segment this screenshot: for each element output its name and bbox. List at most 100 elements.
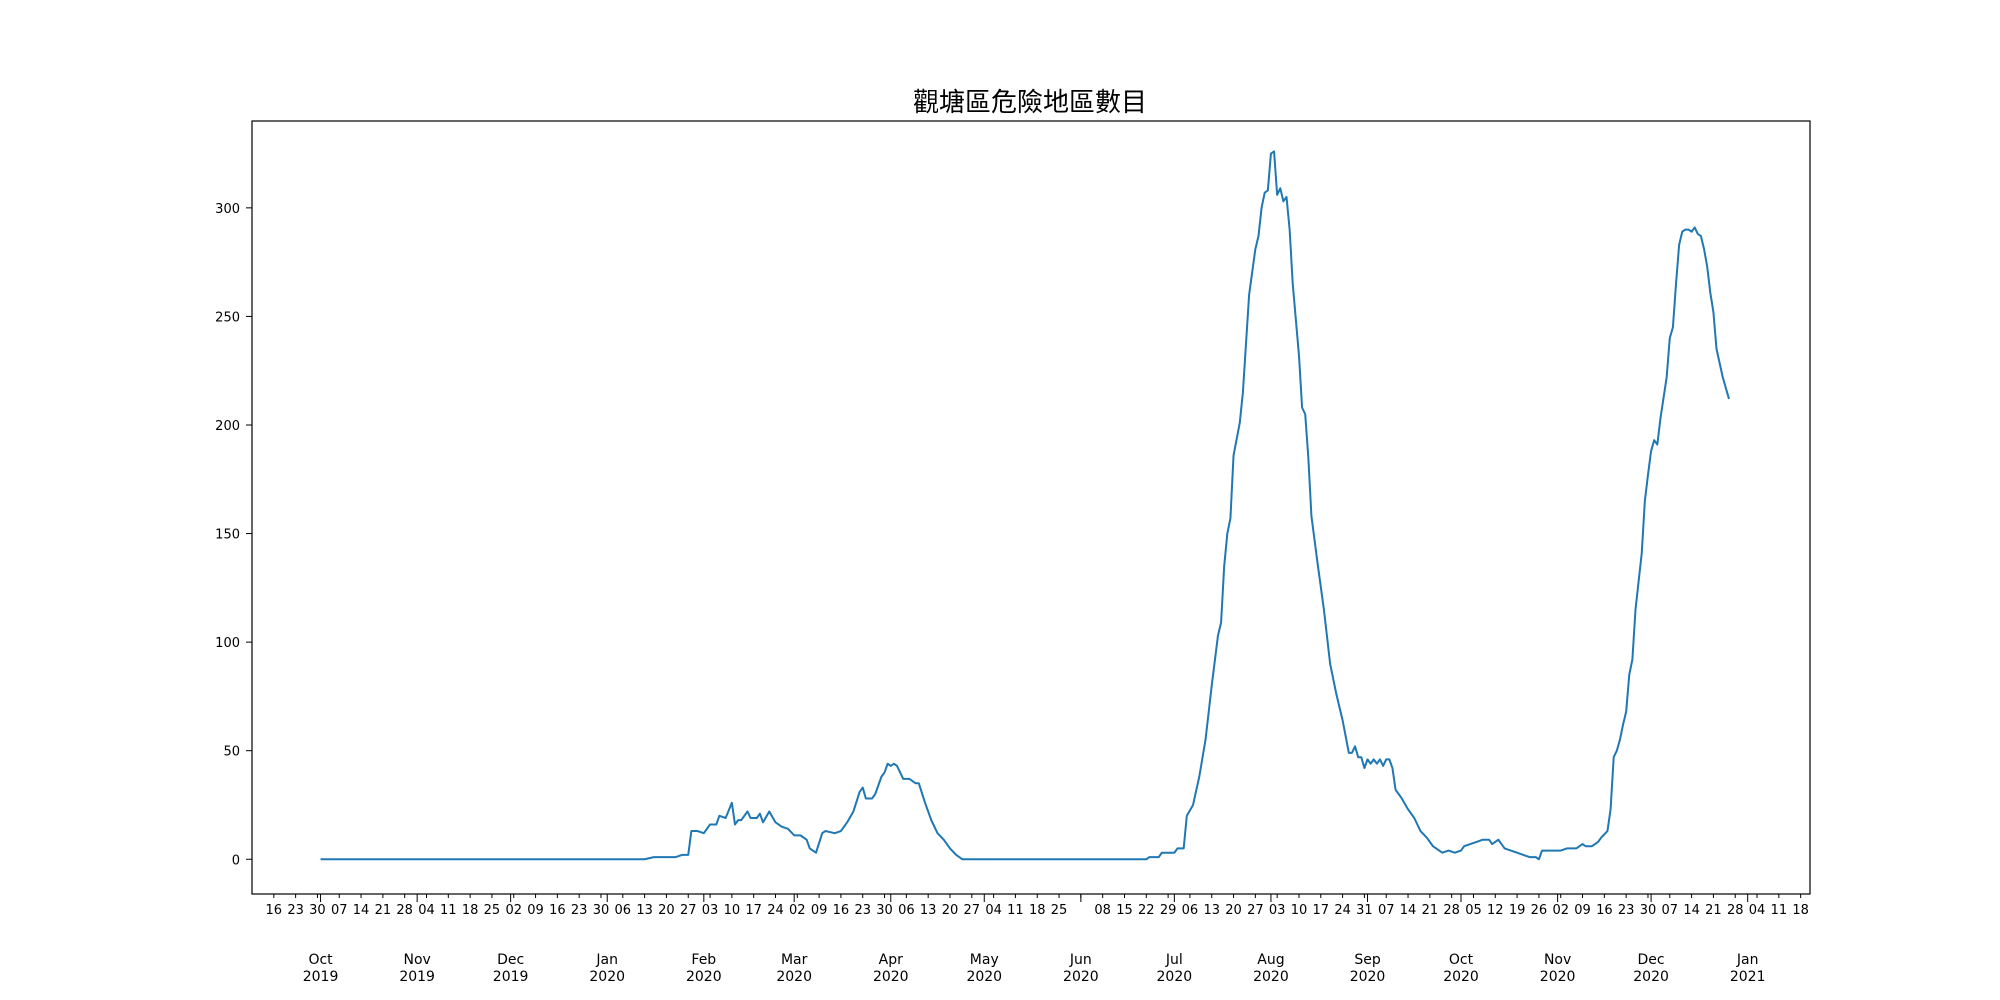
x-month-label: Dec: [1638, 952, 1665, 968]
x-year-label: 2019: [493, 969, 529, 985]
x-month-label: Apr: [879, 952, 903, 968]
x-day-label: 11: [440, 903, 457, 918]
y-tick-label: 0: [232, 853, 240, 868]
x-day-label: 09: [527, 903, 544, 918]
x-day-label: 26: [1531, 903, 1548, 918]
x-day-label: 21: [1705, 903, 1722, 918]
x-day-label: 22: [1138, 903, 1155, 918]
y-tick-label: 300: [215, 202, 240, 217]
series-layer: [320, 150, 1730, 861]
x-day-label: 04: [985, 903, 1002, 918]
x-day-label: 21: [375, 903, 392, 918]
x-day-label: 05: [1465, 903, 1482, 918]
x-month-label: Dec: [497, 952, 524, 968]
x-day-label: 02: [505, 903, 522, 918]
x-day-label: 28: [396, 903, 413, 918]
x-year-label: 2020: [686, 969, 722, 985]
x-day-label: 04: [1749, 903, 1766, 918]
x-day-label: 13: [920, 903, 937, 918]
x-day-label: 29: [1160, 903, 1177, 918]
y-tick-label: 250: [215, 310, 240, 325]
y-tick-label: 100: [215, 636, 240, 651]
x-month-label: Nov: [403, 952, 430, 968]
x-day-label: 23: [571, 903, 588, 918]
x-year-label: 2020: [966, 969, 1002, 985]
x-year-label: 2020: [1350, 969, 1386, 985]
x-day-label: 21: [1422, 903, 1439, 918]
x-day-label: 03: [702, 903, 719, 918]
x-month-label: Jan: [595, 952, 618, 968]
x-day-label: 02: [789, 903, 806, 918]
x-year-label: 2020: [1157, 969, 1193, 985]
x-day-label: 20: [1225, 903, 1242, 918]
x-year-label: 2020: [1063, 969, 1099, 985]
x-day-label: 07: [1662, 903, 1679, 918]
plot-frame: [251, 120, 1811, 895]
x-day-label: 10: [1291, 903, 1308, 918]
series-line-0: [320, 150, 1730, 861]
x-year-label: 2021: [1730, 969, 1766, 985]
x-year-label: 2020: [873, 969, 909, 985]
x-month-label: Nov: [1544, 952, 1571, 968]
x-day-label: 07: [1378, 903, 1395, 918]
x-day-label: 16: [549, 903, 566, 918]
x-day-label: 30: [309, 903, 326, 918]
x-day-label: 20: [658, 903, 675, 918]
x-day-label: 19: [1509, 903, 1526, 918]
x-year-label: 2019: [399, 969, 435, 985]
x-year-label: 2020: [589, 969, 625, 985]
x-day-label: 23: [854, 903, 871, 918]
x-day-label: 27: [680, 903, 697, 918]
x-day-label: 15: [1116, 903, 1133, 918]
y-tick-label: 200: [215, 419, 240, 434]
x-day-label: 16: [833, 903, 850, 918]
x-day-label: 27: [1247, 903, 1264, 918]
x-day-label: 31: [1356, 903, 1373, 918]
x-day-label: 18: [1029, 903, 1046, 918]
x-year-label: 2020: [1253, 969, 1289, 985]
x-day-label: 13: [636, 903, 653, 918]
x-day-label: 28: [1727, 903, 1744, 918]
y-tick-label: 50: [223, 745, 240, 760]
x-month-label: Oct: [308, 952, 333, 968]
x-month-label: Mar: [781, 952, 808, 968]
x-day-label: 13: [1203, 903, 1220, 918]
x-day-label: 16: [266, 903, 283, 918]
x-day-label: 23: [287, 903, 304, 918]
x-day-label: 14: [353, 903, 370, 918]
x-day-label: 11: [1771, 903, 1788, 918]
x-day-label: 24: [767, 903, 784, 918]
x-day-label: 18: [1792, 903, 1809, 918]
x-month-label: May: [970, 952, 999, 968]
x-day-label: 30: [593, 903, 610, 918]
x-day-label: 04: [418, 903, 435, 918]
x-day-label: 17: [1313, 903, 1330, 918]
x-month-label: Feb: [691, 952, 716, 968]
x-day-label: 17: [745, 903, 762, 918]
x-day-label: 02: [1552, 903, 1569, 918]
x-day-label: 27: [964, 903, 981, 918]
x-day-label: 30: [876, 903, 893, 918]
x-day-label: 03: [1269, 903, 1286, 918]
x-day-label: 25: [484, 903, 501, 918]
x-day-label: 10: [724, 903, 741, 918]
x-day-label: 23: [1618, 903, 1635, 918]
x-month-label: Jul: [1165, 952, 1183, 968]
x-month-label: Sep: [1354, 952, 1381, 968]
x-day-label: 28: [1443, 903, 1460, 918]
x-day-label: 24: [1334, 903, 1351, 918]
x-day-label: 06: [1182, 903, 1199, 918]
x-day-label: 14: [1400, 903, 1417, 918]
x-day-label: 16: [1596, 903, 1613, 918]
x-day-label: 06: [615, 903, 632, 918]
x-day-label: 06: [898, 903, 915, 918]
x-month-label: Jan: [1736, 952, 1759, 968]
x-year-label: 2020: [1633, 969, 1669, 985]
x-day-label: 18: [462, 903, 479, 918]
x-day-label: 11: [1007, 903, 1024, 918]
x-year-label: 2020: [1540, 969, 1576, 985]
x-month-label: Oct: [1449, 952, 1474, 968]
x-day-label: 07: [331, 903, 348, 918]
x-day-label: 25: [1051, 903, 1068, 918]
